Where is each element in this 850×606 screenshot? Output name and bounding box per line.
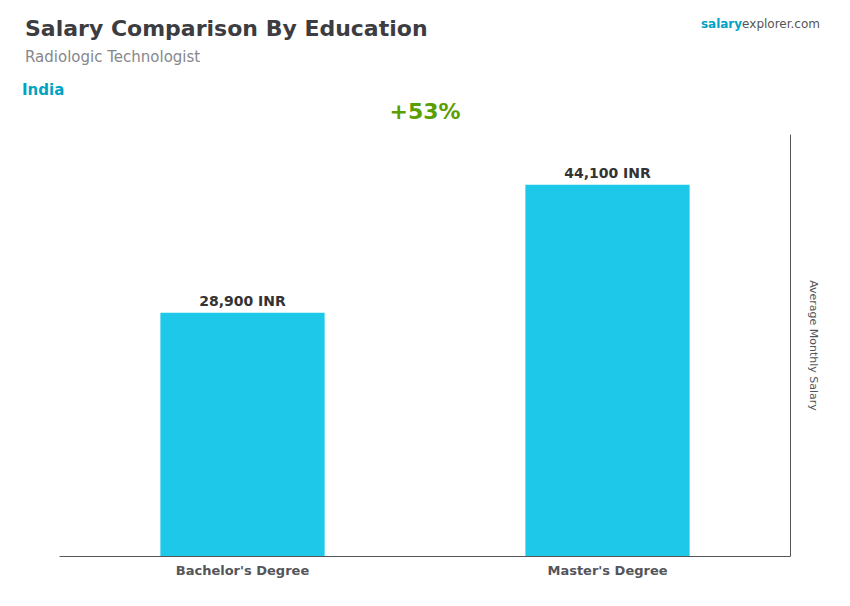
svg-text:44,100 INR: 44,100 INR — [564, 165, 651, 181]
svg-text:explorer.com: explorer.com — [742, 17, 820, 31]
svg-text:salary: salary — [701, 17, 742, 31]
svg-text:Bachelor's Degree: Bachelor's Degree — [176, 563, 310, 578]
svg-text:Master's Degree: Master's Degree — [547, 563, 667, 578]
svg-text:India: India — [22, 81, 64, 99]
svg-text:28,900 INR: 28,900 INR — [199, 293, 286, 309]
svg-text:+53%: +53% — [389, 99, 460, 124]
svg-text:Radiologic Technologist: Radiologic Technologist — [25, 48, 200, 66]
svg-text:Salary Comparison By Education: Salary Comparison By Education — [25, 16, 428, 41]
svg-text:Average Monthly Salary: Average Monthly Salary — [807, 280, 820, 411]
